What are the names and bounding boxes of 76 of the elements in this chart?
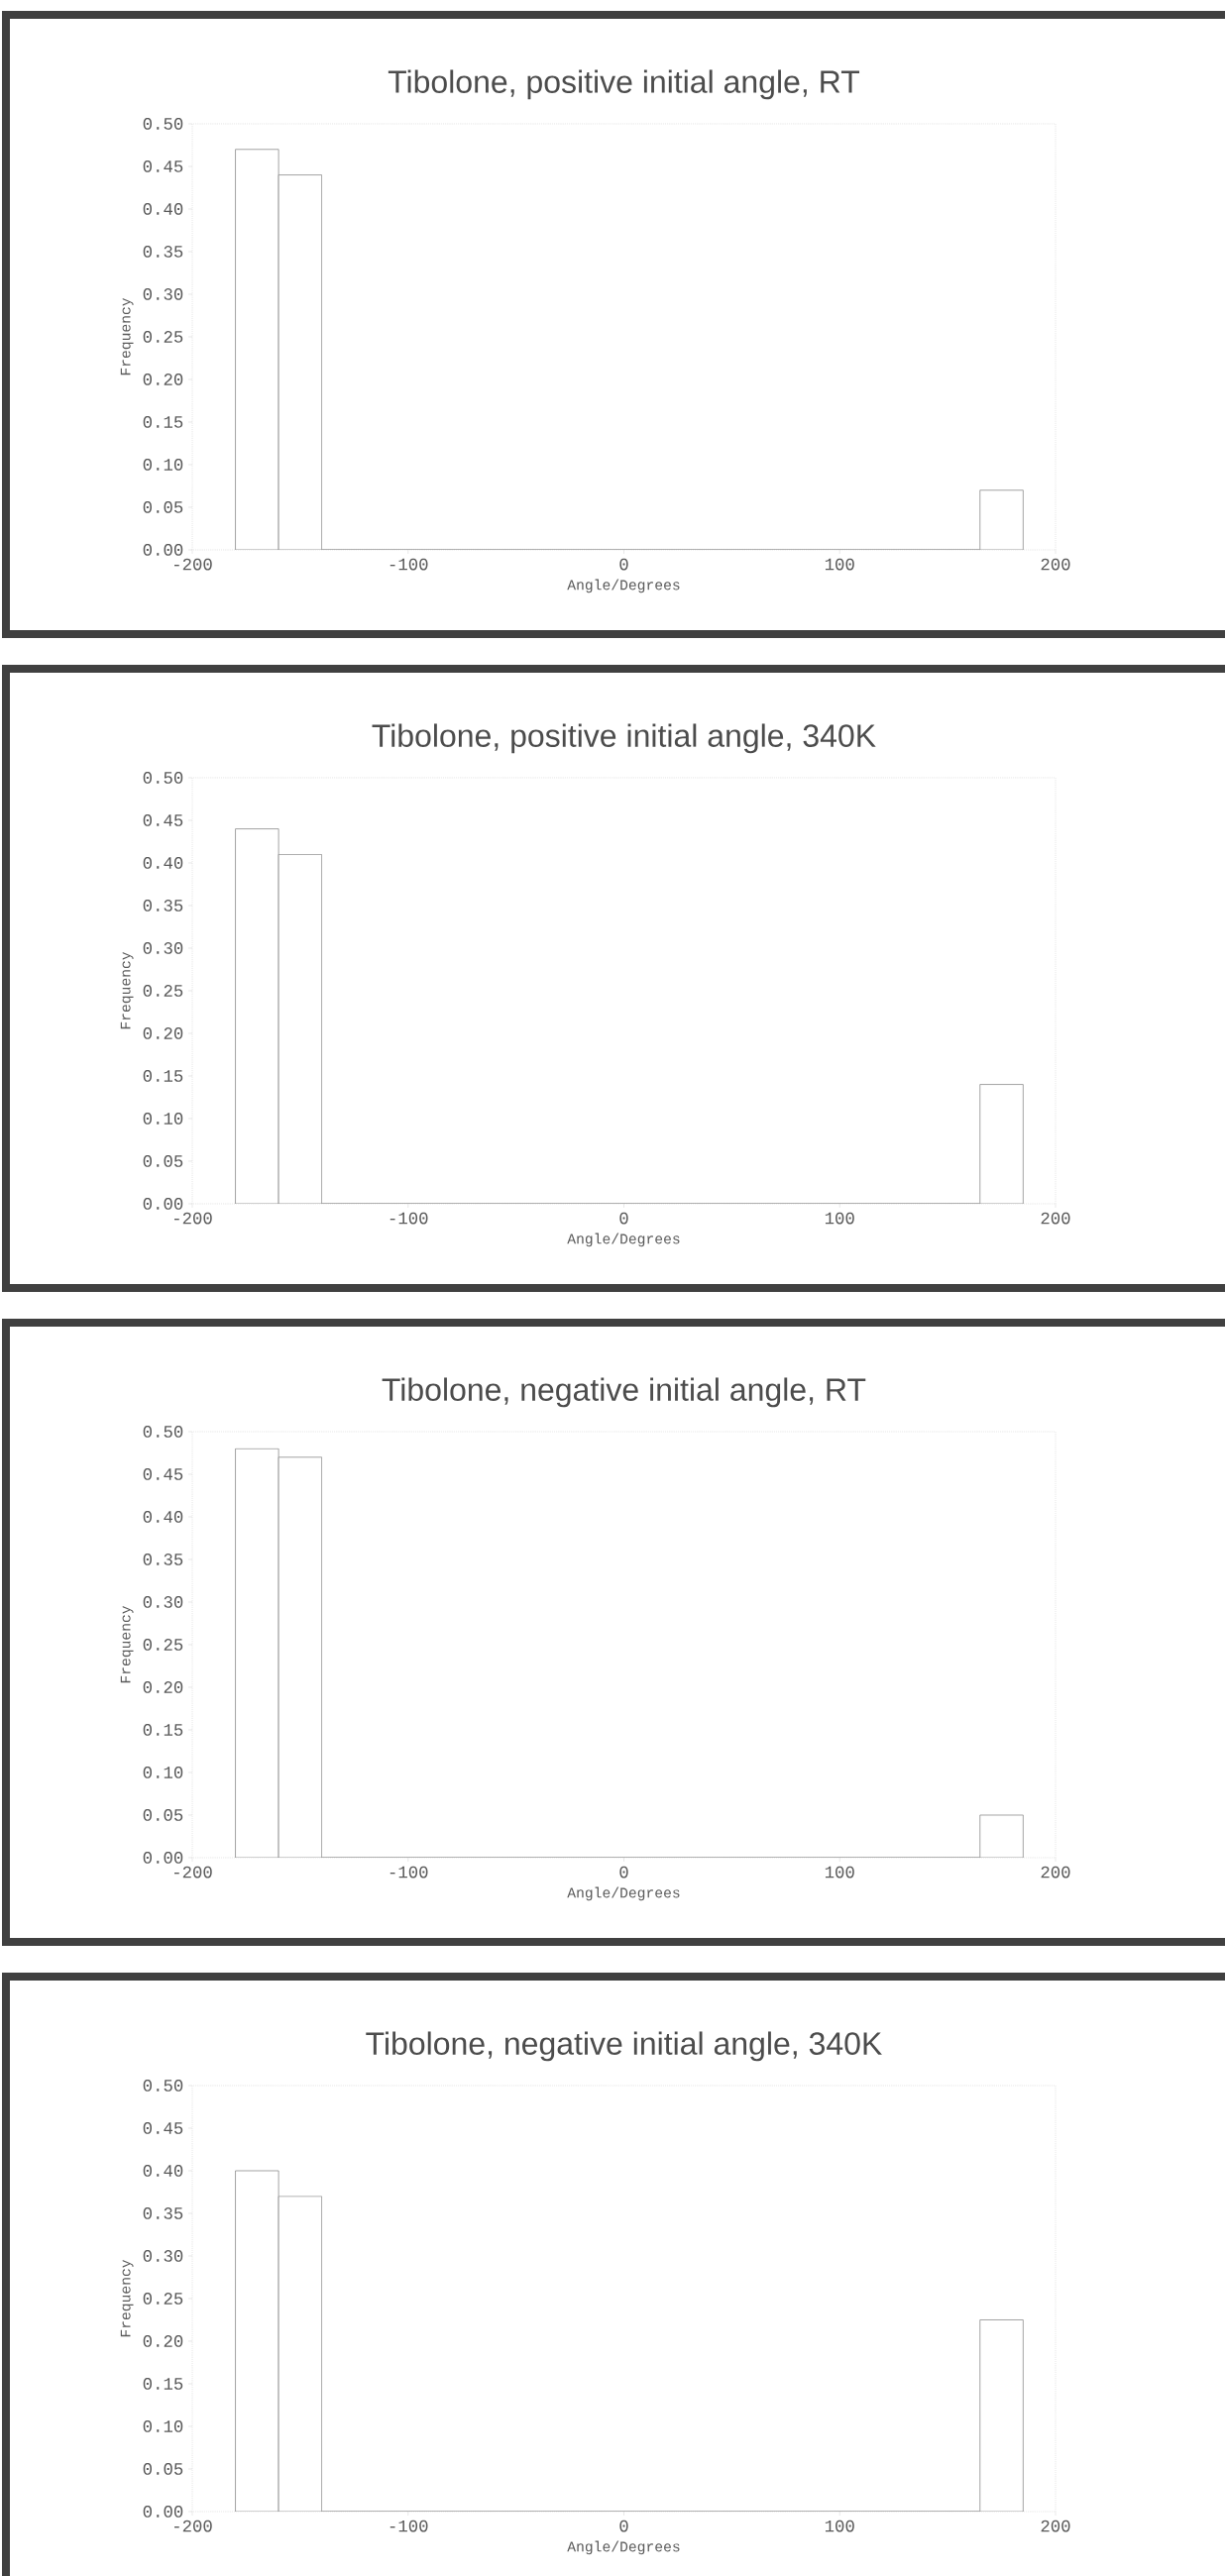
y-tick-label: 0.30 [143,288,183,300]
y-tick-label: 0.15 [143,2378,183,2390]
y-tick-label: 0.35 [143,1554,183,1565]
x-tick-label: 200 [1041,558,1070,571]
x-tick-label: -100 [390,558,428,571]
x-tick-label: 100 [825,2520,854,2532]
y-tick-label: 0.05 [143,2463,183,2475]
x-tick-label: 0 [619,558,628,571]
y-tick-label: 0.40 [143,2165,183,2177]
chart-title: Tibolone, negative initial angle, RT [382,1377,866,1408]
y-tick-label: 0.15 [143,1724,183,1736]
y-tick-label: 0.15 [143,416,183,428]
x-tick-label: -200 [174,1212,212,1225]
x-axis-title: Angle/Degrees [567,1233,680,1247]
y-tick-label: 0.25 [143,1639,183,1651]
x-tick-label: 100 [825,1212,854,1225]
y-tick-label: 0.15 [143,1070,183,1082]
y-tick-label: 0.20 [143,1681,183,1693]
x-tick-label: -200 [174,558,212,571]
chart-title: Tibolone, positive initial angle, 340K [372,723,876,754]
y-tick-label: 0.50 [143,1426,183,1438]
y-tick-label: 0.05 [143,1809,183,1821]
x-tick-label: 200 [1041,1212,1070,1225]
y-tick-label: 0.45 [143,1468,183,1480]
x-tick-label: 200 [1041,2520,1070,2532]
y-axis-title: Frequency [120,951,134,1029]
x-tick-label: 200 [1041,1866,1070,1878]
x-tick-label: -100 [390,2520,428,2532]
chart-title: Tibolone, positive initial angle, RT [388,69,860,100]
y-tick-label: 0.40 [143,203,183,215]
y-tick-label: 0.35 [143,2207,183,2219]
x-axis-title: Angle/Degrees [567,579,680,593]
y-tick-label: 0.25 [143,2293,183,2305]
y-tick-label: 0.30 [143,2250,183,2262]
y-tick-label: 0.45 [143,161,183,172]
x-tick-label: -200 [174,2520,212,2532]
y-tick-label: 0.50 [143,2080,183,2092]
y-tick-label: 0.20 [143,2335,183,2347]
y-axis-title: Frequency [120,297,134,376]
x-tick-label: -200 [174,1866,212,1878]
y-tick-label: 0.50 [143,772,183,784]
y-tick-label: 0.10 [143,1767,183,1778]
x-axis-title: Angle/Degrees [567,2540,680,2555]
y-tick-label: 0.50 [143,118,183,130]
y-tick-label: 0.00 [143,544,183,556]
y-axis-title: Frequency [120,1605,134,1683]
x-tick-label: 0 [619,1866,628,1878]
y-tick-label: 0.10 [143,2420,183,2432]
y-tick-label: 0.05 [143,501,183,513]
y-tick-label: 0.40 [143,857,183,869]
x-tick-label: 100 [825,1866,854,1878]
y-tick-label: 0.35 [143,246,183,258]
y-tick-label: 0.40 [143,1511,183,1523]
y-tick-label: 0.05 [143,1155,183,1167]
y-tick-label: 0.25 [143,985,183,997]
y-tick-label: 0.45 [143,814,183,826]
x-tick-label: -100 [390,1866,428,1878]
y-axis-title: Frequency [120,2259,134,2337]
y-tick-label: 0.25 [143,331,183,343]
x-tick-label: -100 [390,1212,428,1225]
x-tick-label: 0 [619,1212,628,1225]
y-tick-label: 0.00 [143,1852,183,1864]
chart-title: Tibolone, negative initial angle, 340K [366,2031,882,2062]
y-tick-label: 0.00 [143,1198,183,1210]
x-tick-label: 0 [619,2520,628,2532]
y-tick-label: 0.30 [143,942,183,954]
y-tick-label: 0.10 [143,1113,183,1125]
x-axis-title: Angle/Degrees [567,1886,680,1901]
y-tick-label: 0.00 [143,2506,183,2518]
y-tick-label: 0.35 [143,900,183,912]
y-tick-label: 0.10 [143,459,183,471]
x-tick-label: 100 [825,558,854,571]
y-tick-label: 0.30 [143,1596,183,1608]
y-tick-label: 0.20 [143,1027,183,1039]
y-tick-label: 0.20 [143,374,183,385]
y-tick-label: 0.45 [143,2122,183,2134]
